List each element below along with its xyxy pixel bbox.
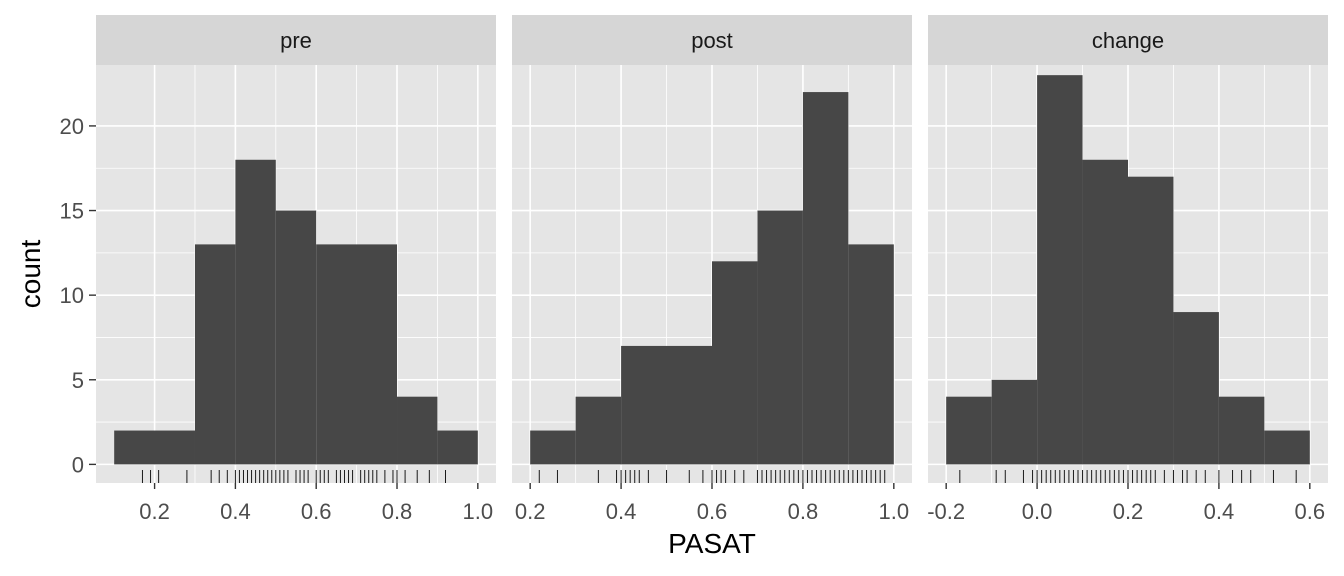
y-tick-label: 10 <box>60 283 84 308</box>
histogram-bar <box>194 244 236 465</box>
histogram-bar <box>275 210 317 465</box>
histogram-bar <box>397 396 438 465</box>
histogram-bar <box>946 396 992 465</box>
histogram-bar <box>1037 75 1083 465</box>
histogram-bar <box>530 430 576 465</box>
x-tick-label: 0.6 <box>1295 499 1326 524</box>
x-tick-label: 0.4 <box>606 499 637 524</box>
x-tick-label: 0.6 <box>301 499 332 524</box>
histogram-bar <box>316 244 398 465</box>
histogram-bar <box>1128 176 1174 465</box>
y-axis: 0 5 10 15 20 <box>60 114 96 477</box>
histogram-bar <box>1082 159 1128 465</box>
histogram-bar <box>712 261 758 465</box>
histogram-bar <box>621 345 712 465</box>
facet-strip-label: pre <box>280 28 312 53</box>
facet-panel-post: post 0.2 0.4 0.6 0.8 1.0 <box>512 15 912 524</box>
x-axis-title: PASAT <box>668 528 756 559</box>
histogram-bar <box>757 210 803 465</box>
x-tick-label: 0.6 <box>697 499 728 524</box>
facet-strip-label: change <box>1092 28 1164 53</box>
y-tick-label: 5 <box>72 368 84 393</box>
x-tick-label: 1.0 <box>879 499 910 524</box>
histogram-bar <box>1173 312 1219 465</box>
histogram-bar <box>848 244 894 465</box>
facet-panel-change: change -0.2 0.0 0.2 0.4 0.6 <box>927 15 1328 524</box>
facet-panels: pre 0.2 0.4 0.6 0.8 1.0 post 0.2 0.4 0.6 0.8 1.0 cha… <box>96 15 1328 524</box>
histogram-bar <box>114 430 195 465</box>
histogram-bar <box>437 430 478 465</box>
facet-strip <box>96 15 496 65</box>
x-tick-label: 0.4 <box>1204 499 1235 524</box>
histogram-bar <box>802 92 849 465</box>
x-tick-label: 0.2 <box>1113 499 1144 524</box>
histogram-bar <box>1264 430 1310 465</box>
x-tick-label: 0.2 <box>515 499 546 524</box>
y-axis-title: count <box>15 240 46 309</box>
x-tick-label: 0.8 <box>788 499 819 524</box>
x-tick-label: 0.2 <box>139 499 170 524</box>
y-tick-label: 0 <box>72 452 84 477</box>
facet-strip <box>928 15 1328 65</box>
x-tick-label: 0.8 <box>382 499 413 524</box>
y-tick-label: 15 <box>60 199 84 224</box>
facet-strip-label: post <box>691 28 733 53</box>
facet-strip <box>512 15 912 65</box>
x-tick-label: -0.2 <box>927 499 965 524</box>
x-tick-label: 1.0 <box>463 499 494 524</box>
histogram-bar <box>235 159 276 465</box>
histogram-bar <box>1218 396 1265 465</box>
y-tick-label: 20 <box>60 114 84 139</box>
histogram-bar <box>991 379 1038 465</box>
facet-panel-pre: pre 0.2 0.4 0.6 0.8 1.0 <box>96 15 496 524</box>
x-tick-label: 0.4 <box>220 499 251 524</box>
histogram-bar <box>575 396 622 465</box>
x-tick-label: 0.0 <box>1022 499 1053 524</box>
